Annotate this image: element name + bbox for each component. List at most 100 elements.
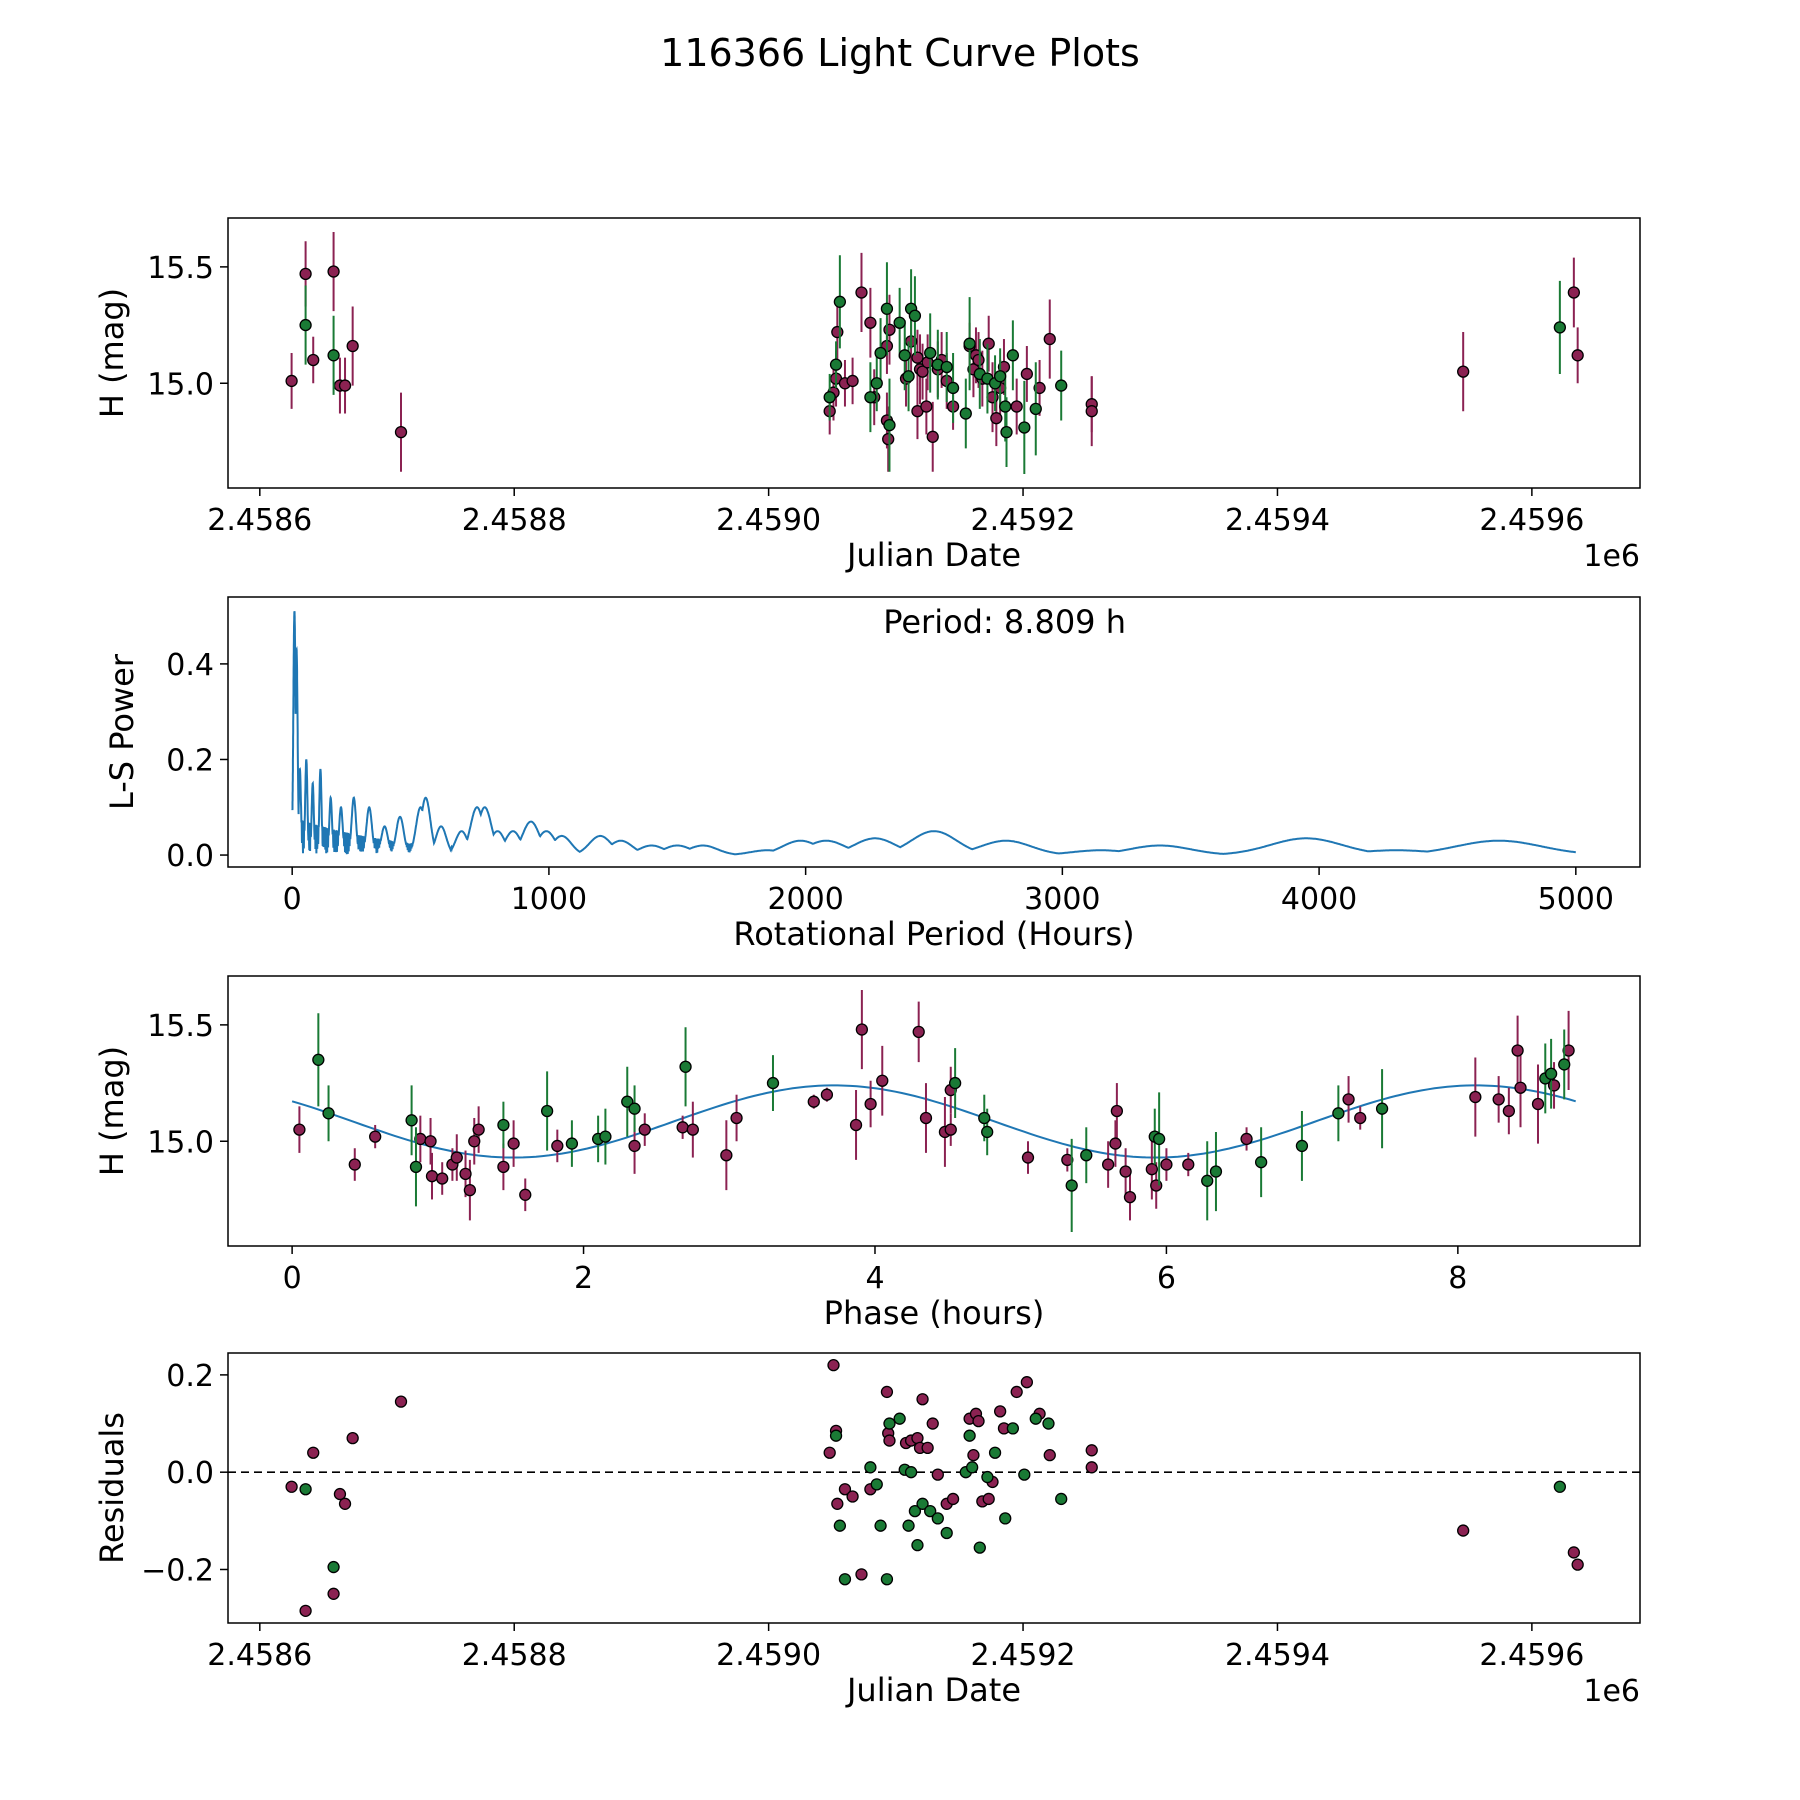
phased-point — [1021, 1151, 1035, 1164]
phased-point — [468, 1135, 481, 1148]
phased-point — [1295, 1139, 1309, 1153]
residuals-point — [926, 1417, 939, 1430]
phased-point — [628, 1102, 641, 1115]
residuals-xtick-label: 2.4590 — [716, 1638, 821, 1673]
lightcurve-ylabel: H (mag) — [93, 288, 131, 418]
residuals-point — [827, 1359, 840, 1372]
residuals-point — [1055, 1492, 1068, 1506]
phased-point — [405, 1114, 418, 1127]
lightcurve-offset-label: 1e6 — [1583, 539, 1640, 574]
phased-point — [1152, 1132, 1166, 1146]
residuals-point — [285, 1480, 298, 1493]
lightcurve-point — [307, 353, 320, 367]
lightcurve-point — [880, 302, 894, 315]
phased-point — [864, 1097, 877, 1111]
phased-point — [820, 1088, 834, 1101]
phased-point — [978, 1111, 991, 1125]
residuals-xtick-label: 2.4596 — [1479, 1638, 1584, 1673]
residuals-point — [874, 1519, 887, 1532]
residuals-point — [346, 1431, 359, 1445]
lightcurve-point — [893, 316, 906, 329]
phased-plot-area — [291, 989, 1576, 1233]
phased-point — [1562, 1044, 1575, 1057]
periodogram-ytick-label: 0.4 — [166, 648, 214, 683]
residuals-point — [916, 1497, 929, 1510]
residuals-point — [904, 1466, 918, 1479]
phased-point — [676, 1121, 689, 1134]
lightcurve-point — [924, 346, 937, 360]
lightcurve-plot-area — [285, 231, 1584, 475]
phased-point — [599, 1130, 612, 1143]
residuals-point — [1043, 1449, 1056, 1462]
phased-point — [519, 1188, 532, 1201]
residuals-point — [855, 1568, 868, 1581]
lightcurve-point — [999, 400, 1012, 413]
residuals-point — [921, 1441, 934, 1455]
phased-frame — [227, 975, 1641, 1247]
residuals-point — [1571, 1558, 1584, 1571]
residuals-point — [880, 1573, 894, 1586]
phased-point — [1332, 1107, 1345, 1120]
phased-xtick-label: 6 — [1157, 1261, 1176, 1296]
phased-point — [1511, 1044, 1524, 1057]
phased-point — [1160, 1158, 1173, 1171]
phased-point — [621, 1095, 634, 1108]
phased-point — [1375, 1102, 1389, 1115]
phased-point — [1123, 1190, 1137, 1204]
phased-point — [1119, 1165, 1132, 1178]
residuals-point — [883, 1434, 896, 1447]
phased-point — [425, 1170, 439, 1183]
fit-curve — [291, 1084, 1576, 1159]
lightcurve-point — [908, 309, 922, 322]
phased-point — [497, 1160, 510, 1174]
lightcurve-point — [993, 370, 1007, 383]
phased-point — [1201, 1174, 1214, 1187]
residuals-point — [838, 1483, 852, 1496]
lightcurve-point — [1020, 367, 1034, 381]
phased-point — [312, 1053, 325, 1066]
residuals-point — [823, 1446, 836, 1459]
lightcurve-point — [874, 346, 887, 360]
lightcurve-point — [855, 286, 868, 299]
residuals-point — [993, 1405, 1007, 1418]
lightcurve-point — [883, 419, 896, 432]
phased-point — [459, 1167, 472, 1180]
residuals-point — [893, 1412, 906, 1425]
phased-point — [1514, 1081, 1527, 1094]
phased-ylabel: H (mag) — [93, 1046, 131, 1176]
lightcurve-point — [299, 318, 312, 332]
lightcurve-point — [831, 325, 844, 339]
periodogram-plot-area — [291, 610, 1576, 856]
lightcurve-point — [1567, 286, 1581, 299]
phased-point — [472, 1123, 485, 1136]
phased-point — [1101, 1158, 1115, 1171]
phased-point — [1061, 1153, 1074, 1167]
residuals-point — [333, 1487, 347, 1501]
residuals-point — [981, 1470, 994, 1484]
periodogram-panel: 0 1000 2000 3000 4000 5000 0.0 0.2 0.4 Rotational… — [103, 596, 1641, 953]
lightcurve-point — [1033, 381, 1046, 395]
lightcurve-point — [823, 391, 836, 404]
lightcurve-point — [959, 407, 972, 420]
residuals-point — [327, 1560, 340, 1574]
phased-point — [1109, 1137, 1122, 1150]
phased-point — [1240, 1132, 1253, 1146]
periodogram-frame — [227, 596, 1641, 868]
residuals-point — [988, 1446, 1002, 1459]
residuals-point — [327, 1587, 340, 1600]
phased-ytick-label: 15.5 — [147, 1009, 214, 1044]
lightcurve-point — [902, 370, 915, 383]
residuals-point — [931, 1468, 944, 1481]
lightcurve-point — [327, 265, 340, 278]
residuals-xlabel: Julian Date — [845, 1671, 1021, 1709]
residuals-point — [967, 1449, 980, 1462]
phased-xlabel: Phase (hours) — [824, 1294, 1045, 1332]
phased-point — [628, 1139, 641, 1153]
lightcurve-ytick-label: 15.0 — [147, 367, 214, 402]
residuals-point — [870, 1478, 883, 1491]
lightcurve-point — [846, 374, 859, 388]
lightcurve-point — [1571, 349, 1584, 362]
periodogram-ylabel: L-S Power — [103, 653, 141, 810]
phased-xtick-label: 2 — [574, 1261, 593, 1296]
